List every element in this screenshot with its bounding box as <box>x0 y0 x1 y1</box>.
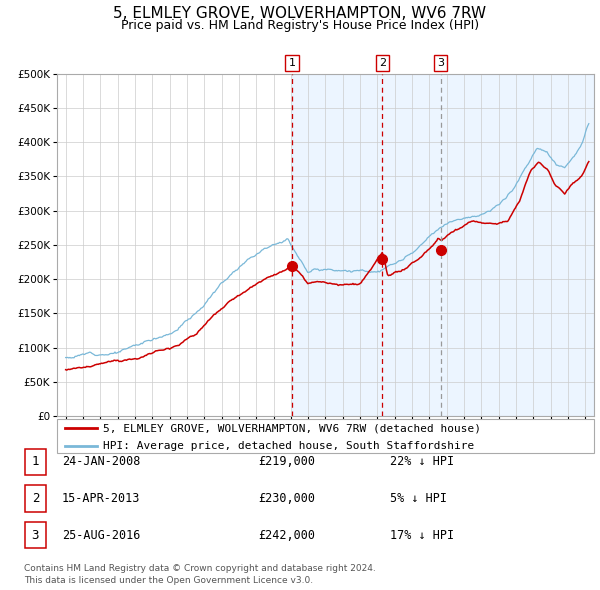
Text: 1: 1 <box>289 58 296 68</box>
FancyBboxPatch shape <box>25 485 46 512</box>
Text: Price paid vs. HM Land Registry's House Price Index (HPI): Price paid vs. HM Land Registry's House … <box>121 19 479 32</box>
Text: 2: 2 <box>379 58 386 68</box>
Text: £219,000: £219,000 <box>258 455 315 468</box>
Text: Contains HM Land Registry data © Crown copyright and database right 2024.: Contains HM Land Registry data © Crown c… <box>24 565 376 573</box>
Text: £230,000: £230,000 <box>258 492 315 505</box>
Text: 2: 2 <box>32 492 39 505</box>
Text: 3: 3 <box>437 58 444 68</box>
Text: 25-AUG-2016: 25-AUG-2016 <box>62 529 140 542</box>
Text: This data is licensed under the Open Government Licence v3.0.: This data is licensed under the Open Gov… <box>24 576 313 585</box>
FancyBboxPatch shape <box>25 522 46 549</box>
Text: 1: 1 <box>32 455 39 468</box>
Bar <box>292 74 594 416</box>
Text: 17% ↓ HPI: 17% ↓ HPI <box>390 529 454 542</box>
Text: 5% ↓ HPI: 5% ↓ HPI <box>390 492 447 505</box>
Text: HPI: Average price, detached house, South Staffordshire: HPI: Average price, detached house, Sout… <box>103 441 474 451</box>
Text: 15-APR-2013: 15-APR-2013 <box>62 492 140 505</box>
FancyBboxPatch shape <box>57 419 594 453</box>
Text: 22% ↓ HPI: 22% ↓ HPI <box>390 455 454 468</box>
Text: 5, ELMLEY GROVE, WOLVERHAMPTON, WV6 7RW (detached house): 5, ELMLEY GROVE, WOLVERHAMPTON, WV6 7RW … <box>103 423 481 433</box>
Text: £242,000: £242,000 <box>258 529 315 542</box>
Text: 5, ELMLEY GROVE, WOLVERHAMPTON, WV6 7RW: 5, ELMLEY GROVE, WOLVERHAMPTON, WV6 7RW <box>113 6 487 21</box>
Text: 24-JAN-2008: 24-JAN-2008 <box>62 455 140 468</box>
FancyBboxPatch shape <box>25 448 46 476</box>
Text: 3: 3 <box>32 529 39 542</box>
